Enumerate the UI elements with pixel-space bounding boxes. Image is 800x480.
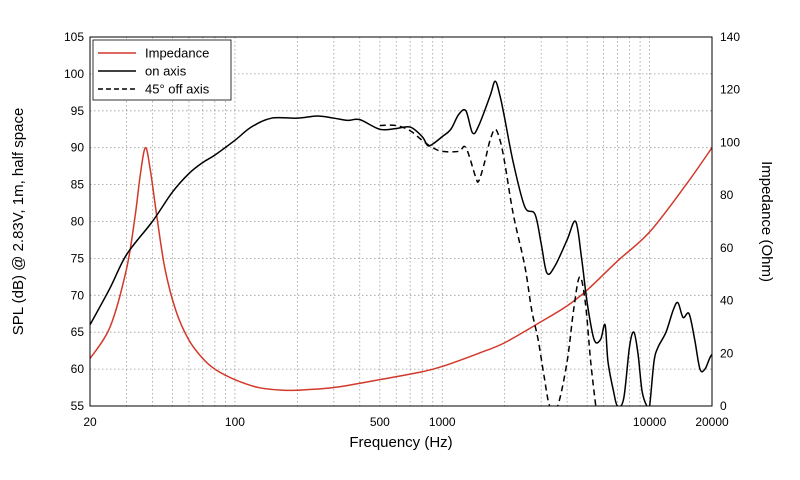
y-tick-label: 60 (71, 362, 85, 376)
y-tick-label: 105 (64, 30, 84, 44)
y-axis-label: SPL (dB) @ 2.83V, 1m, half space (10, 108, 27, 336)
y2-tick-label: 120 (720, 83, 740, 97)
x-tick-label: 500 (370, 415, 390, 429)
y-tick-label: 95 (71, 104, 85, 118)
y2-tick-label: 0 (720, 399, 727, 413)
y2-tick-label: 80 (720, 188, 734, 202)
x-tick-label: 20000 (695, 415, 729, 429)
x-tick-label: 1000 (429, 415, 456, 429)
series-layer (90, 80, 712, 406)
series-line-1 (90, 80, 712, 406)
x-axis-label: Frequency (Hz) (349, 434, 452, 451)
x-tick-label: 20 (83, 415, 97, 429)
y-tick-label: 70 (71, 288, 85, 302)
y2-tick-label: 60 (720, 241, 734, 255)
y2-tick-label: 100 (720, 135, 740, 149)
y-tick-label: 90 (71, 141, 85, 155)
y-tick-label: 85 (71, 178, 85, 192)
x-tick-label: 10000 (633, 415, 667, 429)
legend: Impedance on axis 45° off axis (92, 39, 232, 101)
y-tick-label: 100 (64, 67, 84, 81)
y-tick-label: 75 (71, 251, 85, 265)
plot-frame (89, 36, 713, 407)
series-line-2 (379, 124, 597, 406)
series-line-0 (90, 146, 712, 392)
y2-axis-label: Impedance (Ohm) (758, 161, 775, 282)
y2-tick-label: 20 (720, 346, 734, 360)
legend-label-1: on axis (145, 64, 187, 79)
y2-tick-label: 40 (720, 294, 734, 308)
y-tick-label: 65 (71, 325, 85, 339)
grid (90, 37, 712, 406)
y-tick-label: 55 (71, 399, 85, 413)
legend-box (92, 39, 232, 101)
x-tick-label: 100 (225, 415, 245, 429)
legend-label-2: 45° off axis (145, 82, 210, 97)
legend-label-0: Impedance (145, 46, 209, 61)
y2-tick-label: 140 (720, 30, 740, 44)
tick-labels: 20 100 500 1000 10000 20000556065707580859095… (64, 30, 740, 429)
y-tick-label: 80 (71, 215, 85, 229)
